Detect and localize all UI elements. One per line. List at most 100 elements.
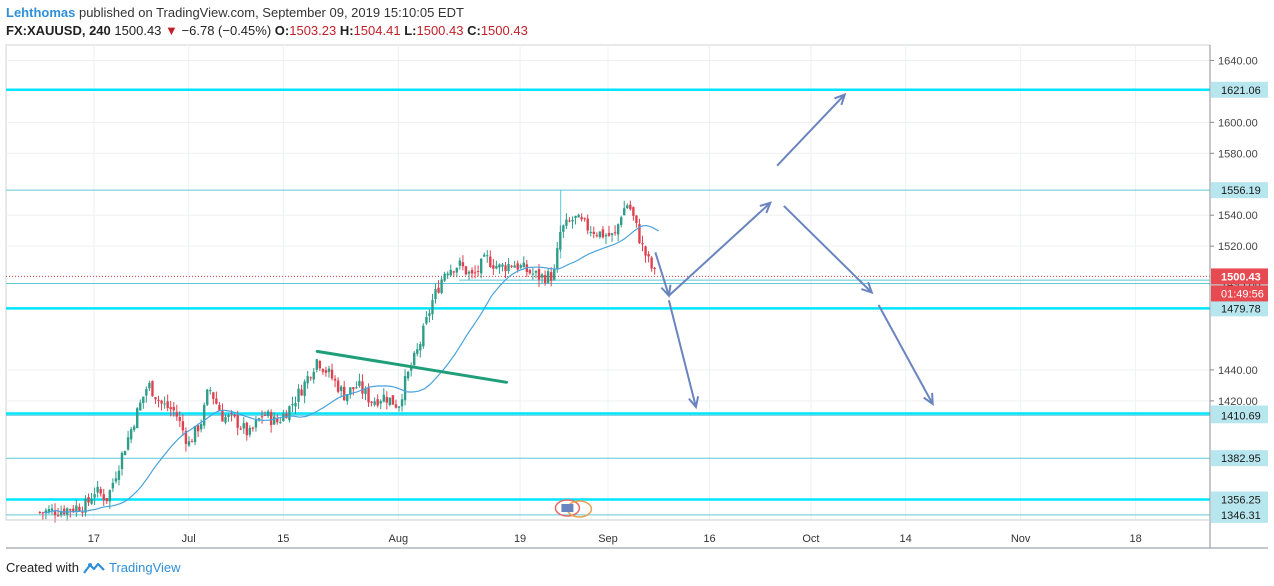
candle-body (148, 382, 151, 389)
candle-body (269, 412, 273, 426)
y-tick-label: 1640.00 (1218, 55, 1258, 67)
candle-body (495, 265, 498, 269)
candle-body (336, 380, 340, 392)
created-with-text: Created with (6, 560, 79, 575)
candle-body (199, 423, 203, 430)
candle-body (635, 215, 638, 223)
candle-body (589, 232, 592, 234)
candle-body (181, 421, 185, 431)
horizontal-levels (6, 88, 1210, 516)
candle-body (385, 396, 389, 403)
candle-body (537, 268, 541, 280)
level-label-text: 1621.06 (1221, 85, 1261, 97)
candle-body (50, 508, 54, 511)
arrow-shaft (654, 252, 670, 296)
candle-body (498, 264, 501, 268)
y-tick-label: 1540.00 (1218, 210, 1258, 222)
candle-body (376, 399, 379, 406)
y-tick-label: 1600.00 (1218, 117, 1258, 129)
level-label-bg (1211, 182, 1268, 199)
candle-body (321, 369, 325, 372)
footer: Created with TradingView (6, 560, 181, 575)
candle-body (619, 217, 623, 225)
arrow-head-icon (923, 392, 934, 406)
x-tick-label: Oct (802, 533, 819, 545)
candle-body (41, 512, 45, 514)
candle-body (126, 437, 130, 450)
candle-body (75, 505, 78, 512)
candle-body (553, 269, 556, 280)
candle-body (623, 208, 626, 216)
arrow-shaft (877, 304, 934, 405)
flag-icon (561, 504, 574, 512)
candle-body (324, 370, 328, 373)
candle-body (577, 214, 580, 218)
candle-body (601, 229, 605, 238)
open-label: O: (274, 23, 290, 38)
candle-body (361, 381, 364, 394)
candle-body (556, 248, 559, 270)
candle-body (318, 361, 322, 369)
level-label-bg (1211, 407, 1268, 424)
candle-body (598, 231, 602, 238)
candle-body (157, 399, 160, 401)
chart-grid (5, 44, 1211, 521)
author-name[interactable]: Lehthomas (6, 5, 76, 20)
projection-arrow (776, 92, 847, 167)
x-tick-label: 17 (88, 533, 100, 545)
candle-body (534, 270, 538, 273)
candle-body (108, 490, 112, 502)
candle-body (513, 265, 516, 268)
candle-body (464, 266, 468, 275)
countdown-bg (1211, 285, 1268, 302)
candle-body (595, 235, 599, 237)
candle-body (309, 377, 312, 379)
candle-body (492, 265, 495, 269)
candle-body (367, 387, 370, 403)
x-tick-label: 19 (514, 533, 526, 545)
candle-body (196, 425, 200, 432)
candle-body (391, 395, 395, 405)
event-ring (554, 499, 581, 517)
candle-body (312, 371, 315, 380)
candle-body (90, 498, 93, 504)
candle-body (458, 260, 462, 266)
close-value: 1500.43 (480, 23, 528, 38)
candle-body (151, 381, 154, 397)
candle-body (647, 254, 650, 257)
candle-body (272, 416, 276, 425)
candle-body (574, 215, 577, 218)
candle-body (632, 207, 635, 216)
y-tick-label: 1420.00 (1218, 396, 1258, 408)
candle-body (233, 414, 236, 417)
level-label-text: 1346.31 (1221, 510, 1261, 522)
arrow-head-icon (688, 396, 700, 410)
high-value: 1504.41 (353, 23, 401, 38)
current-price-text: 1500.43 (1221, 271, 1261, 283)
current-price-bg (1211, 268, 1268, 285)
ohlc-line: FX:XAUUSD, 240 1500.43 ▼ −6.78 (−0.45%) … (6, 22, 1266, 40)
candle-body (440, 279, 443, 294)
publish-line: Lehthomas published on TradingView.com, … (6, 4, 1266, 22)
candle-body (406, 371, 410, 379)
candle-body (230, 413, 233, 415)
low-value: 1500.43 (416, 23, 464, 38)
candle-body (400, 399, 404, 407)
tradingview-brand[interactable]: TradingView (108, 560, 181, 575)
candle-body (111, 482, 115, 489)
candle-body (339, 386, 343, 391)
level-label-text: 1479.78 (1221, 303, 1261, 315)
candle-body (294, 403, 297, 407)
tradingview-logo-icon[interactable] (83, 561, 105, 575)
candle-body (562, 225, 565, 232)
candle-body (212, 392, 215, 399)
candle-body (382, 394, 385, 402)
candle-body (446, 273, 449, 276)
candle-body (388, 397, 392, 405)
level-price-label: 1410.69 (1211, 407, 1268, 424)
drawings (315, 92, 934, 410)
arrow-shaft (783, 205, 873, 294)
candle-body (105, 498, 108, 502)
candle-body (355, 387, 358, 389)
